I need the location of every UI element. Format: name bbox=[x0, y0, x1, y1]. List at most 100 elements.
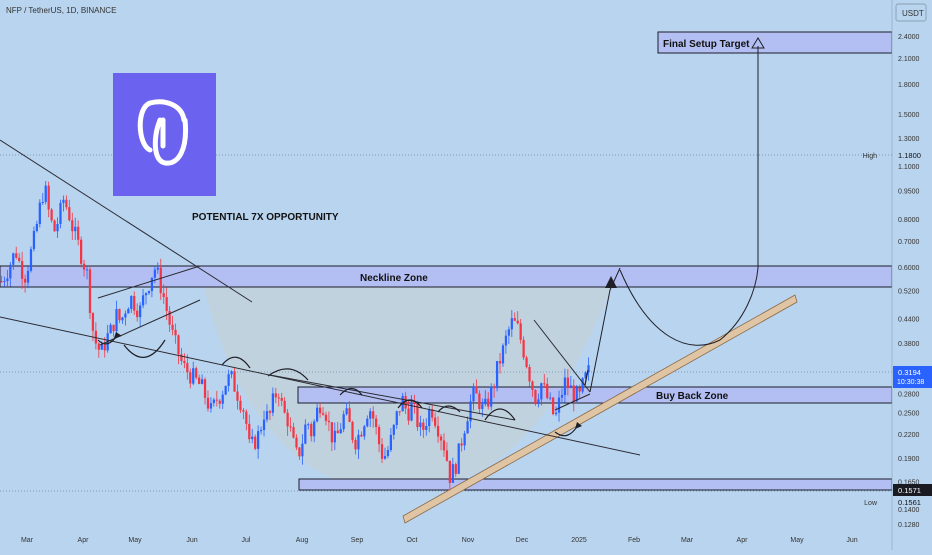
candle-up bbox=[495, 361, 499, 389]
candle-up bbox=[141, 295, 145, 306]
x-tick-label: Feb bbox=[628, 537, 640, 544]
candle-up bbox=[153, 269, 156, 278]
candle-up bbox=[345, 408, 348, 415]
candle-down bbox=[478, 393, 481, 409]
candle-up bbox=[230, 371, 233, 375]
candle-up bbox=[251, 436, 254, 440]
candle-up bbox=[209, 403, 213, 409]
candle-up bbox=[537, 399, 540, 405]
candle-up bbox=[560, 394, 564, 398]
candle-up bbox=[12, 253, 15, 265]
currency-label: USDT bbox=[902, 9, 924, 18]
candle-down bbox=[310, 424, 313, 437]
candle-up bbox=[115, 309, 118, 332]
candle-down bbox=[245, 411, 248, 424]
candle-up bbox=[451, 464, 454, 483]
y-tick-label: 0.1400 bbox=[898, 507, 920, 514]
candle-down bbox=[413, 402, 416, 405]
candle-down bbox=[360, 434, 363, 437]
candle-down bbox=[442, 440, 446, 451]
candle-down bbox=[215, 399, 218, 401]
candle-up bbox=[389, 434, 392, 451]
candle-up bbox=[124, 313, 127, 318]
candle-down bbox=[174, 329, 177, 336]
last-price-value: 0.3194 bbox=[898, 368, 921, 377]
candle-up bbox=[6, 278, 9, 282]
candle-down bbox=[47, 185, 50, 210]
candle-up bbox=[339, 429, 342, 434]
candle-down bbox=[118, 309, 121, 321]
candle-up bbox=[56, 223, 59, 232]
candle-up bbox=[38, 202, 41, 224]
candle-up bbox=[484, 398, 487, 405]
candle-down bbox=[283, 400, 286, 413]
candle-up bbox=[507, 329, 510, 336]
candle-up bbox=[316, 407, 319, 422]
last-price-tag bbox=[893, 366, 932, 388]
candle-down bbox=[336, 430, 339, 434]
price-axis: USDT 2.4000 2.1000 1.8000 1.5000 1.3000 1.100… bbox=[891, 0, 932, 550]
candle-down bbox=[513, 318, 516, 321]
candle-up bbox=[74, 226, 77, 232]
candle-down bbox=[439, 436, 443, 441]
candle-down bbox=[65, 199, 68, 208]
candle-up bbox=[127, 308, 130, 314]
candle-up bbox=[587, 365, 590, 373]
candle-down bbox=[354, 439, 357, 450]
candle-up bbox=[9, 264, 12, 279]
candle-down bbox=[77, 226, 80, 240]
low-tag-value: 0.1561 bbox=[898, 498, 921, 507]
candle-up bbox=[147, 291, 151, 294]
breakout-triangle-upper bbox=[533, 319, 591, 393]
candle-up bbox=[257, 431, 260, 449]
candle-up bbox=[457, 443, 460, 474]
candle-down bbox=[377, 427, 381, 445]
candle-up bbox=[410, 402, 413, 421]
projected-cup-curve bbox=[619, 267, 759, 346]
candle-up bbox=[357, 434, 360, 450]
y-tick-label: 0.4400 bbox=[898, 316, 920, 323]
y-tick-label: 0.9500 bbox=[898, 188, 920, 195]
candle-down bbox=[218, 400, 221, 404]
candle-down bbox=[186, 363, 189, 373]
candle-down bbox=[448, 460, 451, 483]
ascending-channel bbox=[402, 294, 798, 524]
candle-up bbox=[569, 385, 572, 389]
candle-up bbox=[224, 385, 227, 395]
candle-up bbox=[271, 393, 274, 413]
candle-down bbox=[321, 413, 325, 415]
candle-up bbox=[466, 421, 469, 434]
high-tag-value: 1.1800 bbox=[898, 151, 921, 160]
y-tick-label: 1.3000 bbox=[898, 136, 920, 143]
candle-up bbox=[419, 422, 422, 428]
candle-down bbox=[233, 371, 236, 392]
candle-down bbox=[348, 408, 351, 422]
candle-down bbox=[18, 257, 21, 261]
candle-down bbox=[165, 297, 168, 312]
candle-up bbox=[59, 202, 62, 224]
candle-up bbox=[85, 269, 89, 271]
y-tick-label: 0.8000 bbox=[898, 217, 920, 224]
candle-down bbox=[404, 396, 407, 409]
candle-up bbox=[26, 270, 30, 283]
candle-up bbox=[62, 199, 65, 203]
candle-down bbox=[15, 253, 18, 258]
candle-down bbox=[460, 443, 463, 446]
candle-up bbox=[221, 394, 224, 404]
candle-down bbox=[546, 383, 549, 398]
candle-up bbox=[481, 404, 484, 409]
candle-down bbox=[0, 281, 3, 283]
candle-down bbox=[206, 397, 210, 409]
x-tick-label: Jun bbox=[846, 537, 857, 544]
candle-down bbox=[407, 408, 410, 421]
support-price-value: 0.1571 bbox=[898, 486, 921, 495]
candle-down bbox=[522, 339, 525, 358]
candle-down bbox=[434, 417, 437, 426]
candle-up bbox=[3, 281, 6, 283]
candle-down bbox=[525, 357, 528, 368]
candle-down bbox=[289, 426, 292, 428]
candle-down bbox=[159, 267, 162, 294]
candle-down bbox=[528, 367, 531, 382]
candle-down bbox=[454, 464, 457, 474]
